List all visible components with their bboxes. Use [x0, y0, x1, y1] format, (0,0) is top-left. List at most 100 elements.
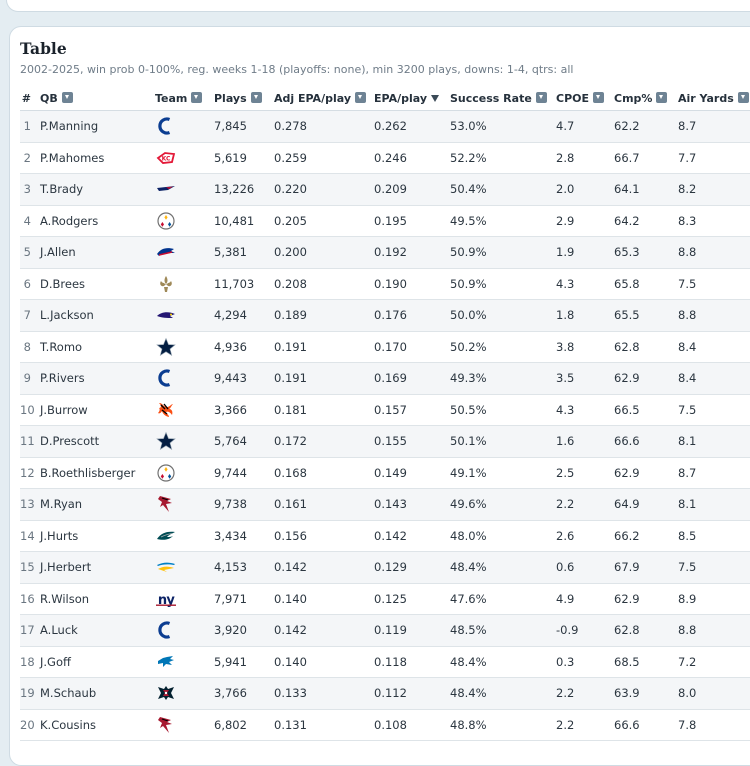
sort-icon[interactable] — [61, 91, 73, 103]
rank-cell: 18 — [20, 646, 40, 678]
header-team[interactable]: Team — [155, 86, 214, 111]
adj-epa-cell: 0.205 — [274, 205, 374, 237]
steelers-logo-icon — [155, 211, 177, 231]
plays-cell: 4,294 — [214, 299, 274, 332]
plays-cell: 3,766 — [214, 677, 274, 710]
sort-icon[interactable] — [191, 91, 203, 103]
rank-cell: 19 — [20, 677, 40, 710]
cmp-pct-cell: 65.5 — [614, 299, 678, 332]
air-yards-cell: 8.7 — [678, 110, 750, 143]
adj-epa-cell: 0.208 — [274, 268, 374, 300]
header-adj-epa[interactable]: Adj EPA/play — [274, 86, 374, 111]
table-row[interactable]: 8 T.Romo 4,936 0.191 0.170 50.2% 3.8 62.8 8.4 — [20, 331, 750, 363]
cmp-pct-cell: 65.3 — [614, 236, 678, 269]
plays-cell: 4,153 — [214, 551, 274, 584]
cpoe-cell: 0.3 — [556, 646, 614, 678]
cmp-pct-cell: 66.5 — [614, 394, 678, 426]
plays-cell: 3,920 — [214, 614, 274, 647]
adj-epa-cell: 0.220 — [274, 173, 374, 206]
table-filters-subtitle: 2002-2025, win prob 0-100%, reg. weeks 1… — [20, 63, 574, 76]
success-rate-cell: 48.0% — [450, 520, 556, 552]
sort-descending-icon[interactable] — [431, 94, 439, 102]
adj-epa-cell: 0.181 — [274, 394, 374, 426]
success-rate-cell: 48.4% — [450, 677, 556, 710]
cowboys-logo-icon — [155, 431, 177, 451]
success-rate-cell: 49.1% — [450, 457, 556, 489]
cpoe-cell: 4.9 — [556, 583, 614, 615]
qb-stats-table: # QB Team Plays Adj EPA/play EPA/play Su… — [20, 86, 750, 741]
table-row[interactable]: 11 D.Prescott 5,764 0.172 0.155 50.1% 1.6 66.6 8… — [20, 425, 750, 458]
sort-icon[interactable] — [737, 91, 749, 103]
sort-icon[interactable] — [656, 91, 668, 103]
sort-icon[interactable] — [535, 91, 547, 103]
sort-icon[interactable] — [250, 91, 262, 103]
table-row[interactable]: 5 J.Allen 5,381 0.200 0.192 50.9% 1.9 65.3 8.8 — [20, 236, 750, 269]
plays-cell: 5,941 — [214, 646, 274, 678]
header-cmp-pct[interactable]: Cmp% — [614, 86, 678, 111]
cpoe-cell: -0.9 — [556, 614, 614, 647]
table-row[interactable]: 15 J.Herbert 4,153 0.142 0.129 48.4% 0.6 67.9 7.… — [20, 551, 750, 584]
plays-cell: 5,381 — [214, 236, 274, 269]
table-row[interactable]: 1 P.Manning 7,845 0.278 0.262 53.0% 4.7 62.2 8.7 — [20, 110, 750, 143]
air-yards-cell: 8.1 — [678, 488, 750, 521]
cmp-pct-cell: 62.8 — [614, 614, 678, 647]
qb-name-cell: J.Goff — [40, 646, 155, 678]
table-row[interactable]: 7 L.Jackson 4,294 0.189 0.176 50.0% 1.8 65.5 8.8 — [20, 299, 750, 332]
success-rate-cell: 50.9% — [450, 236, 556, 269]
table-row[interactable]: 4 A.Rodgers 10,481 0.205 0.195 49.5% 2.9 64.2 8.… — [20, 205, 750, 237]
texans-logo-icon — [155, 683, 177, 703]
cpoe-cell: 4.3 — [556, 268, 614, 300]
sort-icon[interactable] — [593, 91, 604, 103]
adj-epa-cell: 0.278 — [274, 110, 374, 143]
table-row[interactable]: 19 M.Schaub 3,766 0.133 0.112 48.4% 2.2 63.9 8.0 — [20, 677, 750, 710]
header-epa[interactable]: EPA/play — [374, 86, 450, 111]
table-row[interactable]: 18 J.Goff 5,941 0.140 0.118 48.4% 0.3 68.5 7.2 — [20, 646, 750, 678]
qb-name-cell: K.Cousins — [40, 709, 155, 741]
qb-name-cell: M.Schaub — [40, 677, 155, 710]
adj-epa-cell: 0.140 — [274, 583, 374, 615]
team-cell — [155, 173, 214, 206]
team-cell — [155, 205, 214, 237]
plays-cell: 5,764 — [214, 425, 274, 458]
cmp-pct-cell: 65.8 — [614, 268, 678, 300]
header-air-yards[interactable]: Air Yards — [678, 86, 750, 111]
success-rate-cell: 47.6% — [450, 583, 556, 615]
epa-cell: 0.246 — [374, 142, 450, 174]
table-header-row: # QB Team Plays Adj EPA/play EPA/play Su… — [20, 86, 750, 111]
qb-name-cell: D.Prescott — [40, 425, 155, 458]
table-row[interactable]: 17 A.Luck 3,920 0.142 0.119 48.5% -0.9 62.8 8.8 — [20, 614, 750, 647]
rank-cell: 20 — [20, 709, 40, 741]
header-plays[interactable]: Plays — [214, 86, 274, 111]
cmp-pct-cell: 62.9 — [614, 583, 678, 615]
table-row[interactable]: 12 B.Roethlisberger 9,744 0.168 0.149 49.1% 2.… — [20, 457, 750, 489]
colts-logo-icon — [155, 620, 177, 640]
air-yards-cell: 8.3 — [678, 205, 750, 237]
team-cell — [155, 614, 214, 647]
success-rate-cell: 49.5% — [450, 205, 556, 237]
air-yards-cell: 7.8 — [678, 709, 750, 741]
rank-cell: 10 — [20, 394, 40, 426]
header-qb[interactable]: QB — [40, 86, 155, 111]
table-row[interactable]: 10 J.Burrow 3,366 0.181 0.157 50.5% 4.3 66.5 7.5 — [20, 394, 750, 426]
sort-icon[interactable] — [354, 91, 366, 103]
table-row[interactable]: 9 P.Rivers 9,443 0.191 0.169 49.3% 3.5 62.9 8.4 — [20, 362, 750, 395]
plays-cell: 9,738 — [214, 488, 274, 521]
table-row[interactable]: 20 K.Cousins 6,802 0.131 0.108 48.8% 2.2 66.6 7.… — [20, 709, 750, 741]
colts-logo-icon — [155, 368, 177, 388]
cpoe-cell: 2.8 — [556, 142, 614, 174]
table-row[interactable]: 14 J.Hurts 3,434 0.156 0.142 48.0% 2.6 66.2 8.5 — [20, 520, 750, 552]
air-yards-cell: 7.5 — [678, 268, 750, 300]
air-yards-cell: 7.5 — [678, 551, 750, 584]
header-cpoe[interactable]: CPOE — [556, 86, 614, 111]
table-row[interactable]: 16 R.Wilson ny 7,971 0.140 0.125 47.6% 4.9 62.9 8… — [20, 583, 750, 615]
success-rate-cell: 50.1% — [450, 425, 556, 458]
table-row[interactable]: 13 M.Ryan 9,738 0.161 0.143 49.6% 2.2 64.9 8.1 — [20, 488, 750, 521]
success-rate-cell: 50.0% — [450, 299, 556, 332]
air-yards-cell: 8.0 — [678, 677, 750, 710]
header-success-rate[interactable]: Success Rate — [450, 86, 556, 111]
adj-epa-cell: 0.168 — [274, 457, 374, 489]
table-row[interactable]: 2 P.Mahomes KC 5,619 0.259 0.246 52.2% 2.8 66.7 7… — [20, 142, 750, 174]
success-rate-cell: 53.0% — [450, 110, 556, 143]
table-row[interactable]: 6 D.Brees 11,703 0.208 0.190 50.9% 4.3 65.8 7.5 — [20, 268, 750, 300]
table-row[interactable]: 3 T.Brady 13,226 0.220 0.209 50.4% 2.0 64.1 8.2 — [20, 173, 750, 206]
